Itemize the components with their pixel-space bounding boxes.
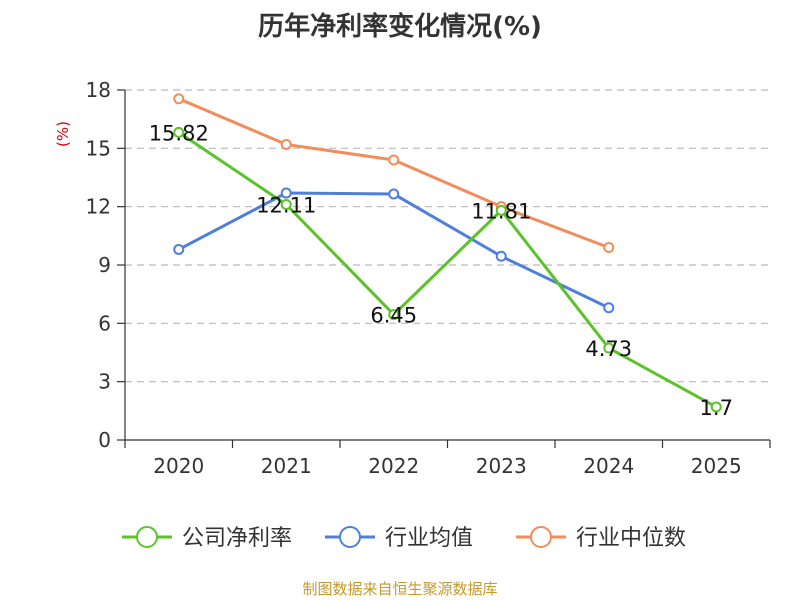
- y-tick-label: 3: [98, 370, 111, 394]
- data-point: [710, 401, 722, 413]
- legend-marker: [136, 526, 158, 548]
- y-tick-label: 18: [86, 78, 111, 102]
- source-footer: 制图数据来自恒生聚源数据库: [302, 580, 498, 598]
- data-point: [280, 187, 292, 199]
- data-point: [388, 154, 400, 166]
- y-tick-label: 6: [98, 311, 111, 335]
- x-tick-label: 2023: [476, 454, 527, 478]
- data-point: [603, 302, 615, 314]
- legend-marker: [530, 526, 552, 548]
- series-line: [177, 131, 717, 409]
- series-line: [178, 97, 610, 249]
- legend-label: 公司净利率: [182, 526, 292, 551]
- data-label: 12.11: [256, 194, 316, 218]
- y-tick-label: 15: [86, 136, 111, 160]
- data-point: [388, 309, 400, 321]
- y-tick-label: 9: [98, 253, 111, 277]
- data-point: [603, 342, 615, 354]
- legend-label: 行业均值: [385, 526, 473, 551]
- x-tick-label: 2020: [153, 454, 204, 478]
- legend-label: 行业中位数: [576, 526, 686, 551]
- data-label: 11.81: [471, 199, 531, 223]
- y-tick-label: 0: [98, 428, 111, 452]
- data-label: 1.7: [700, 396, 733, 420]
- x-tick-label: 2021: [261, 454, 312, 478]
- data-point: [280, 138, 292, 150]
- data-point: [173, 243, 185, 255]
- y-tick-label: 12: [86, 195, 111, 219]
- x-tick-label: 2025: [691, 454, 742, 478]
- legend-marker: [339, 526, 361, 548]
- data-label: 6.45: [370, 304, 417, 328]
- data-point: [173, 93, 185, 105]
- data-point: [280, 199, 292, 211]
- x-tick-label: 2022: [368, 454, 419, 478]
- data-point: [173, 126, 185, 138]
- data-point: [495, 204, 507, 216]
- data-point: [495, 250, 507, 262]
- data-label: 15.82: [149, 121, 209, 145]
- x-tick-label: 2024: [583, 454, 634, 478]
- data-point: [388, 188, 400, 200]
- data-point: [603, 242, 615, 253]
- series-line: [178, 191, 610, 310]
- data-label: 4.73: [585, 337, 632, 361]
- chart-title: 历年净利率变化情况(%): [258, 12, 542, 42]
